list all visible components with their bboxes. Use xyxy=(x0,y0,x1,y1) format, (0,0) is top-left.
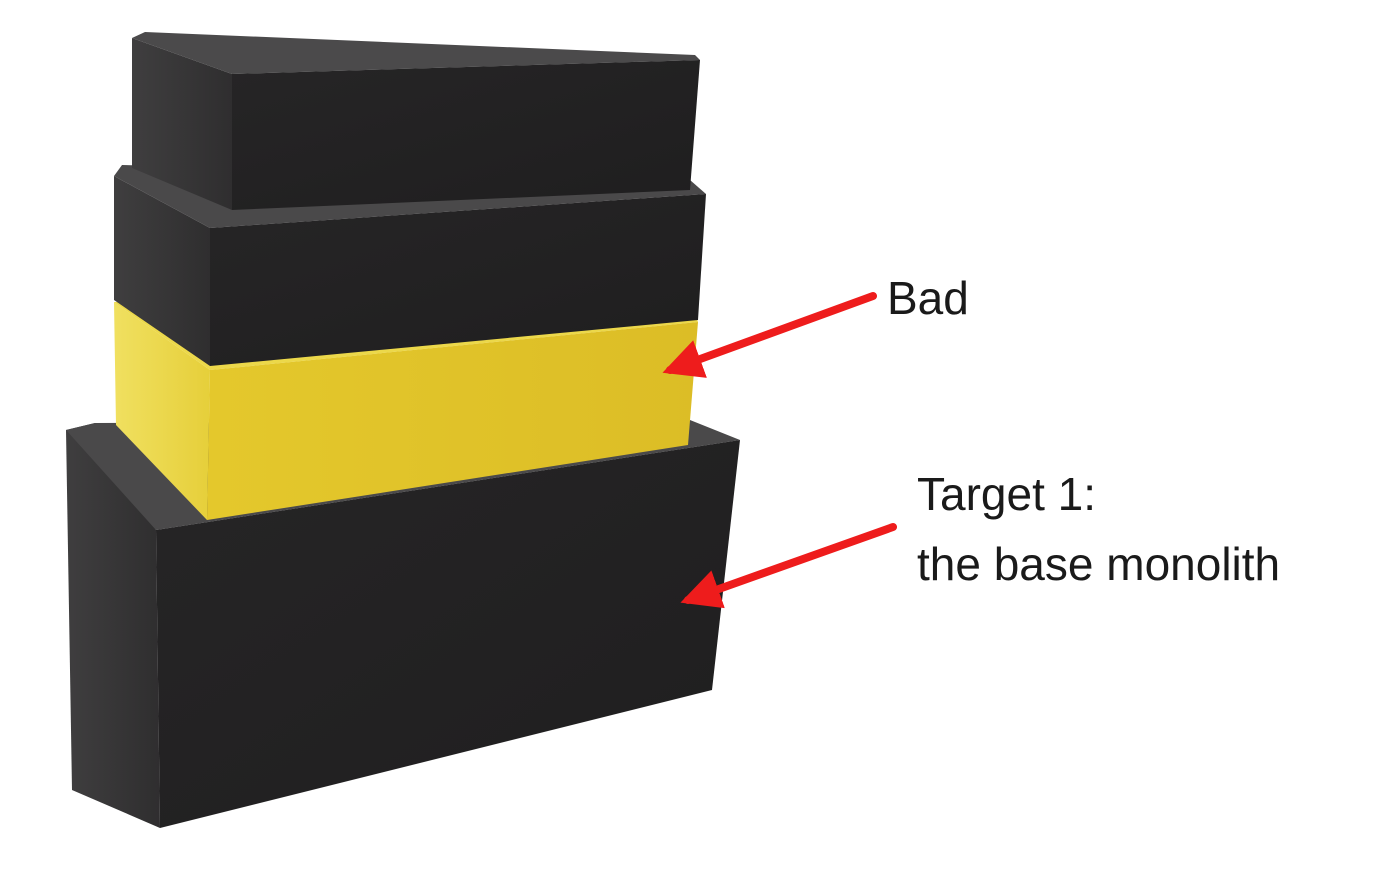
bad-block-side-face xyxy=(114,302,210,520)
base-block-front-face xyxy=(156,440,740,828)
top-block-front-face xyxy=(232,60,700,210)
top-block-side-face xyxy=(132,38,232,210)
top-block-top-face xyxy=(132,32,700,74)
base-block-side-face xyxy=(66,423,160,828)
target-arrow xyxy=(680,523,897,609)
upper-middle-block-side-face xyxy=(114,176,210,366)
bad-arrow xyxy=(662,292,877,378)
bad-label: Bad xyxy=(887,272,969,324)
target-label-line1: Target 1: xyxy=(917,468,1096,520)
bad-block-front-face xyxy=(207,322,698,520)
upper-middle-block-front-face xyxy=(210,194,706,366)
target-label-line2: the base monolith xyxy=(917,538,1280,590)
top-block xyxy=(132,32,700,210)
